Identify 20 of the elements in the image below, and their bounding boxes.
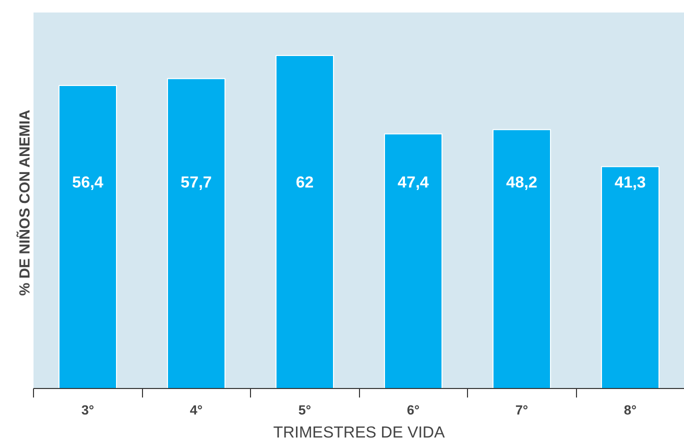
data-label: 56,4 xyxy=(72,174,104,192)
x-tick-label: 8° xyxy=(624,402,637,418)
bar xyxy=(58,85,118,388)
bar xyxy=(275,54,334,388)
x-tick-label: 6° xyxy=(406,402,420,418)
data-label: 48,2 xyxy=(506,174,538,192)
x-tick-label: 5° xyxy=(298,402,312,418)
x-tick-label: 7° xyxy=(515,402,528,418)
bar xyxy=(166,78,226,388)
y-axis-title: % DE NIÑOS CON ANEMIA xyxy=(16,109,34,296)
bar xyxy=(600,166,660,388)
x-tick-label: 3° xyxy=(81,402,94,418)
bar xyxy=(384,133,443,388)
bar xyxy=(492,129,552,388)
data-label: 41,3 xyxy=(614,174,646,192)
data-label: 57,7 xyxy=(180,174,212,192)
data-label: 47,4 xyxy=(398,174,429,192)
x-tick-label: 4° xyxy=(190,402,203,418)
x-axis-title: TRIMESTRES DE VIDA xyxy=(273,424,446,442)
data-label: 62 xyxy=(296,174,314,192)
